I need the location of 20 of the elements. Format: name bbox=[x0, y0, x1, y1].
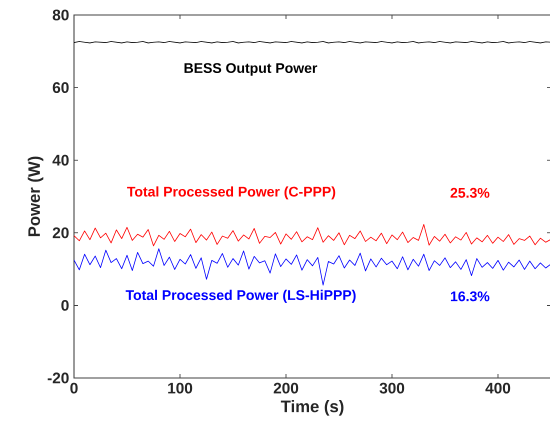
line-series bbox=[74, 248, 550, 286]
annotation: 16.3% bbox=[450, 291, 490, 302]
x-tick-label: 100 bbox=[168, 382, 192, 394]
y-tick-label: 80 bbox=[52, 10, 69, 20]
x-tick-label: 0 bbox=[70, 382, 78, 394]
x-tick-label: 300 bbox=[380, 382, 404, 394]
series-label: BESS Output Power bbox=[184, 63, 318, 76]
x-tick-label: 400 bbox=[485, 382, 510, 394]
y-tick-label: 0 bbox=[61, 300, 69, 311]
annotation: 25.3% bbox=[450, 188, 490, 198]
y-tick-label: -20 bbox=[48, 372, 69, 384]
line-series bbox=[74, 224, 550, 246]
x-tick-label: 200 bbox=[274, 382, 298, 394]
y-axis-title: Power (W) bbox=[28, 156, 44, 236]
y-tick-label: 40 bbox=[52, 154, 69, 166]
y-tick-label: 60 bbox=[52, 82, 69, 94]
series-label: Total Processed Power (LS-HiPPP) bbox=[126, 290, 356, 303]
series-label: Total Processed Power (C-PPP) bbox=[127, 186, 336, 200]
y-tick-label: 20 bbox=[52, 227, 69, 238]
x-axis-title: Time (s) bbox=[280, 400, 344, 416]
